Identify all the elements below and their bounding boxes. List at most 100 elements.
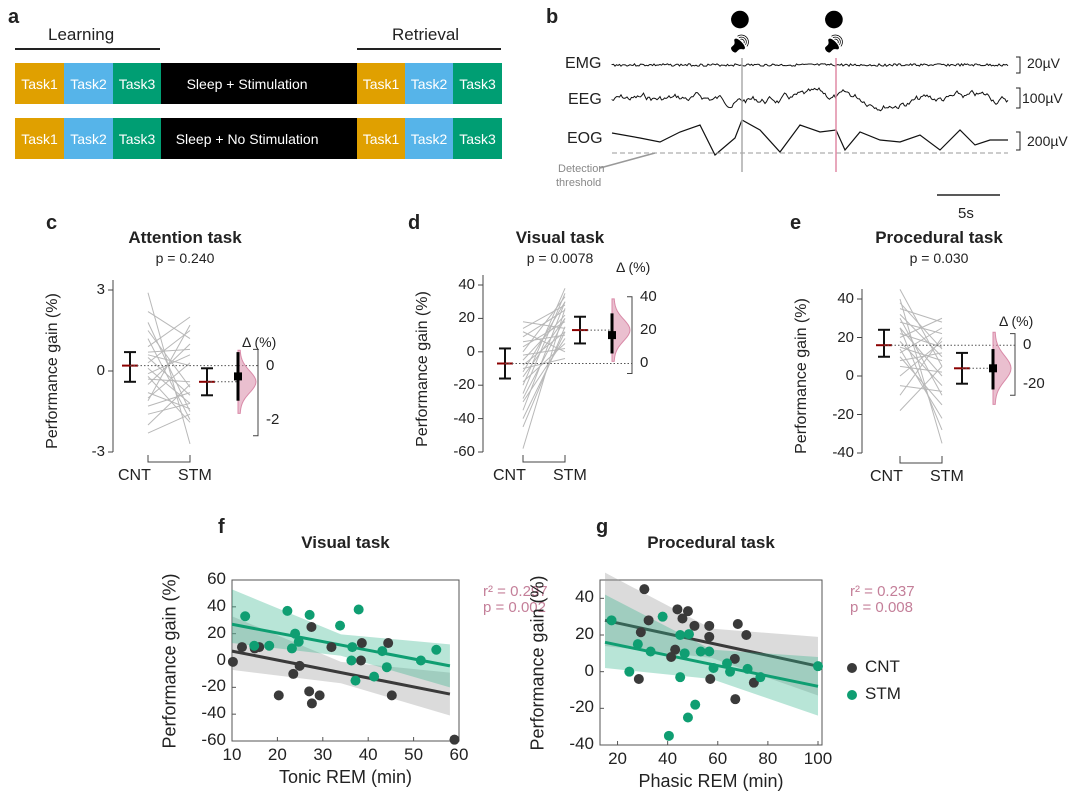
c-cnt-label: CNT: [118, 467, 151, 484]
e-y-tick-label: -20: [832, 405, 854, 423]
panel-letter-c: c: [46, 212, 58, 234]
g-stm-point: [679, 648, 690, 659]
c-y-label: Performance gain (%): [44, 293, 61, 449]
g-plot-frame: [599, 579, 823, 746]
retrieval-line: [357, 48, 501, 50]
d-paired-line: [522, 334, 566, 343]
g-stm-point: [606, 615, 617, 626]
g-stm-point: [675, 672, 686, 683]
e-y-tick-label: 0: [845, 367, 854, 384]
f-cnt-point: [306, 621, 317, 632]
c-paired-line: [147, 376, 191, 423]
d-paired-line: [522, 331, 566, 366]
task1-box: Task1: [15, 118, 64, 159]
g-cnt-point: [633, 674, 644, 684]
task3-box: Task3: [113, 118, 161, 159]
e-y-tick-label: -40: [832, 444, 854, 461]
f-cnt-confidence-band: [232, 616, 450, 716]
f-y-tick-label: 20: [207, 622, 226, 642]
c-delta-label: Δ (%): [242, 333, 277, 350]
e-paired-line: [899, 327, 943, 354]
e-x-bracket: [899, 456, 943, 464]
g-stm-point: [695, 646, 706, 657]
c-x-bracket: [147, 455, 191, 463]
c-delta-tick-label: -2: [266, 410, 280, 428]
g-stm-point: [624, 666, 635, 677]
e-paired-line: [899, 352, 943, 362]
d-y-tick-label: 40: [458, 276, 475, 293]
d-paired-line: [522, 321, 566, 329]
g-stm-point: [682, 712, 693, 723]
task2-box: Task2: [405, 118, 453, 159]
f-stm-point: [377, 646, 388, 657]
c-delta-axis: [253, 348, 259, 437]
c-y-tick-label: -3: [91, 443, 105, 460]
nostim-box: Sleep + No Stimulation 🔇: [161, 118, 357, 159]
g-cnt-point: [672, 604, 683, 615]
learning-line: [15, 48, 160, 50]
speaker-muted-icon: 🔇: [824, 12, 844, 29]
d-paired-line: [522, 347, 566, 356]
e-paired-line: [899, 337, 943, 396]
e-p-value: p = 0.030: [909, 250, 969, 266]
g-y-tick-label: 40: [575, 587, 594, 607]
d-stm-label: STM: [553, 467, 587, 484]
e-paired-line: [899, 346, 943, 362]
f-stm-point: [282, 605, 293, 616]
scale-bracket: [1016, 87, 1021, 109]
d-y-tick-label: -60: [453, 443, 475, 460]
g-y-tick-label: -20: [569, 697, 594, 717]
f-cnt-point: [449, 734, 460, 745]
g-stm-point: [812, 661, 823, 672]
c-paired-line: [147, 316, 191, 348]
f-cnt-fit-line: [231, 649, 451, 696]
e-y-tick-label: 40: [837, 290, 854, 307]
g-cnt-point: [730, 694, 741, 705]
d-paired-line: [522, 331, 566, 419]
c-paired-line: [147, 330, 191, 388]
d-paired-line: [522, 321, 566, 348]
f-x-tick-label: 30: [313, 745, 333, 764]
eog-scale: 200µV: [1027, 133, 1068, 149]
f-x-tick-label: 50: [404, 745, 424, 764]
f-cnt-point: [273, 690, 284, 701]
d-y-tick-label: 20: [458, 309, 475, 327]
d-y-tick-label: -40: [453, 409, 475, 427]
f-cnt-point: [294, 660, 305, 671]
e-paired-line: [899, 365, 943, 373]
d-delta-tick-label: 20: [640, 321, 657, 339]
g-stm-point: [742, 663, 753, 674]
c-paired-line: [147, 384, 191, 426]
d-paired-line: [522, 293, 566, 394]
f-cnt-point: [236, 642, 247, 653]
d-x-bracket: [522, 455, 566, 463]
g-stm-point: [690, 699, 701, 710]
panel-letter-f: f: [218, 516, 225, 538]
g-stm-point: [675, 630, 686, 640]
e-paired-line: [899, 348, 943, 419]
f-cnt-point: [355, 655, 366, 666]
f-stm-point: [264, 640, 275, 651]
c-title: Attention task: [128, 228, 242, 247]
g-x-tick-label: 60: [708, 749, 728, 768]
f-title: Visual task: [301, 533, 390, 552]
e-title: Procedural task: [875, 228, 1003, 247]
f-cnt-point: [314, 690, 325, 701]
legend-marker-cnt: [847, 663, 857, 673]
d-title: Visual task: [515, 228, 605, 247]
g-x-tick-label: 20: [608, 749, 627, 768]
emg-label: EMG: [565, 55, 602, 72]
c-paired-line: [147, 330, 191, 364]
g-stm-point: [683, 629, 694, 640]
c-paired-line: [147, 311, 191, 340]
d-delta-axis: [627, 296, 633, 375]
d-cnt-label: CNT: [493, 467, 526, 484]
e-delta-mean: [989, 364, 997, 373]
d-paired-line: [522, 309, 566, 338]
g-y-tick-label: 0: [584, 660, 594, 680]
e-y-tick-label: 20: [837, 328, 854, 346]
threshold-label-1: Detection: [558, 163, 605, 175]
g-x-tick-label: 100: [803, 749, 833, 768]
panel-letter-d: d: [408, 212, 421, 234]
